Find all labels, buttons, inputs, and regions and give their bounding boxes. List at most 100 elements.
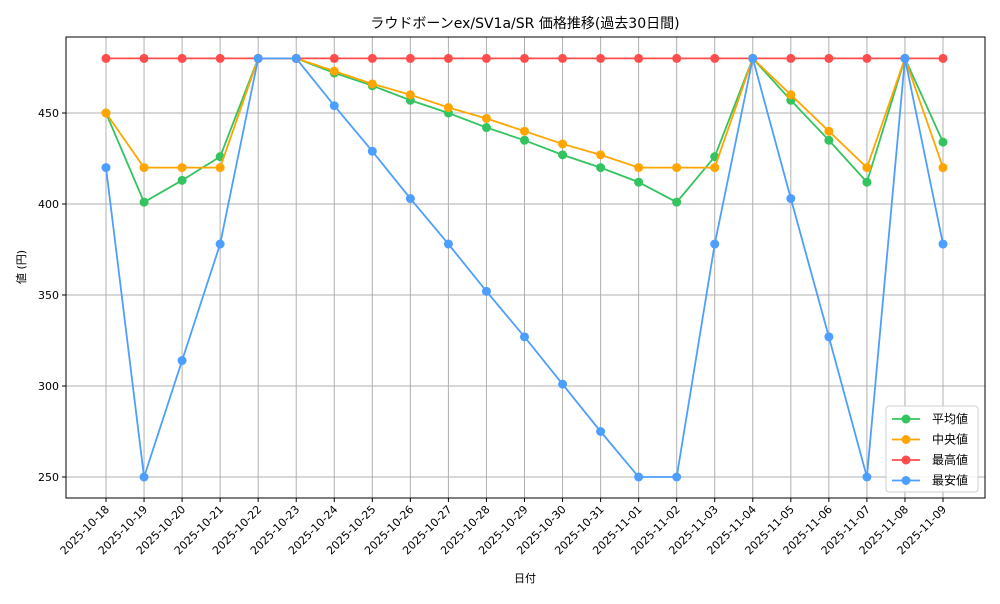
data-point bbox=[329, 66, 339, 76]
data-point bbox=[634, 472, 644, 482]
data-point bbox=[177, 175, 187, 185]
legend-label: 最高値 bbox=[932, 452, 968, 467]
data-point bbox=[215, 163, 225, 173]
legend-label: 平均値 bbox=[932, 411, 968, 426]
data-point bbox=[481, 113, 491, 123]
legend-item: 平均値 bbox=[892, 411, 968, 426]
data-point bbox=[558, 139, 568, 149]
data-point bbox=[786, 90, 796, 100]
data-point bbox=[520, 332, 529, 342]
data-point bbox=[215, 53, 225, 63]
data-point bbox=[672, 163, 682, 173]
data-point bbox=[634, 53, 644, 63]
data-point bbox=[938, 163, 948, 173]
series-line bbox=[101, 53, 948, 482]
data-point bbox=[748, 53, 758, 63]
data-point bbox=[139, 197, 149, 207]
series-line bbox=[101, 53, 948, 63]
y-tick-label: 300 bbox=[38, 380, 59, 393]
data-point bbox=[443, 53, 453, 63]
data-point bbox=[329, 53, 339, 63]
data-point bbox=[596, 53, 606, 63]
y-tick-label: 400 bbox=[38, 198, 59, 211]
legend-label: 中央値 bbox=[932, 432, 968, 447]
data-point bbox=[139, 53, 149, 63]
data-point bbox=[672, 197, 682, 207]
data-point bbox=[558, 53, 568, 63]
data-point bbox=[596, 150, 606, 160]
data-point bbox=[862, 177, 872, 187]
y-tick-label: 250 bbox=[38, 471, 59, 484]
data-point bbox=[520, 135, 529, 145]
data-point bbox=[672, 472, 682, 482]
data-point bbox=[177, 53, 187, 63]
data-point bbox=[177, 163, 187, 173]
data-point bbox=[291, 53, 301, 63]
series-layer bbox=[101, 53, 948, 482]
data-point bbox=[824, 53, 834, 63]
data-point bbox=[405, 53, 415, 63]
data-point bbox=[405, 194, 415, 204]
data-point bbox=[101, 163, 111, 173]
y-tick-label: 450 bbox=[38, 107, 59, 120]
x-axis: 2025-10-182025-10-192025-10-202025-10-21… bbox=[58, 498, 949, 557]
legend-item: 最高値 bbox=[892, 452, 968, 467]
data-point bbox=[558, 379, 568, 389]
data-point bbox=[520, 126, 529, 136]
data-point bbox=[862, 53, 872, 63]
legend-label: 最安値 bbox=[932, 473, 968, 488]
data-point bbox=[215, 239, 225, 249]
data-point bbox=[710, 239, 720, 249]
data-point bbox=[862, 163, 872, 173]
data-point bbox=[139, 163, 149, 173]
data-point bbox=[139, 472, 149, 482]
data-point bbox=[101, 53, 111, 63]
data-point bbox=[938, 137, 948, 147]
grid-lines bbox=[66, 37, 985, 498]
data-point bbox=[938, 239, 948, 249]
legend-box bbox=[885, 405, 979, 493]
x-axis-label: 日付 bbox=[514, 572, 536, 585]
data-point bbox=[101, 108, 111, 118]
legend-item: 中央値 bbox=[892, 432, 968, 447]
data-point bbox=[558, 150, 568, 160]
data-point bbox=[824, 135, 834, 145]
data-point bbox=[710, 53, 720, 63]
data-point bbox=[443, 239, 453, 249]
y-axis-label: 値 (円) bbox=[15, 250, 28, 284]
data-point bbox=[824, 126, 834, 136]
data-point bbox=[596, 427, 606, 436]
data-point bbox=[710, 163, 720, 173]
data-point bbox=[786, 194, 796, 204]
data-point bbox=[367, 53, 377, 63]
data-point bbox=[481, 123, 491, 133]
data-point bbox=[786, 53, 796, 63]
data-point bbox=[596, 163, 606, 173]
data-point bbox=[824, 332, 834, 342]
data-point bbox=[634, 177, 644, 187]
legend-item: 最安値 bbox=[892, 473, 968, 488]
series-line bbox=[101, 53, 948, 173]
data-point bbox=[862, 472, 872, 482]
y-axis: 250 300 350 400 450 bbox=[38, 107, 66, 484]
data-point bbox=[443, 103, 453, 113]
data-point bbox=[481, 53, 491, 63]
data-point bbox=[367, 146, 377, 156]
data-point bbox=[672, 53, 682, 63]
data-point bbox=[329, 101, 339, 111]
data-point bbox=[367, 79, 377, 89]
data-point bbox=[177, 356, 187, 366]
data-point bbox=[253, 53, 263, 63]
plot-frame bbox=[65, 36, 986, 499]
data-point bbox=[405, 90, 415, 100]
chart-title: ラウドボーンex/SV1a/SR 価格推移(過去30日間) bbox=[370, 16, 679, 32]
data-point bbox=[938, 53, 948, 63]
data-point bbox=[481, 286, 491, 296]
y-tick-label: 350 bbox=[38, 289, 59, 302]
data-point bbox=[900, 53, 910, 63]
data-point bbox=[634, 163, 644, 173]
data-point bbox=[520, 53, 529, 63]
